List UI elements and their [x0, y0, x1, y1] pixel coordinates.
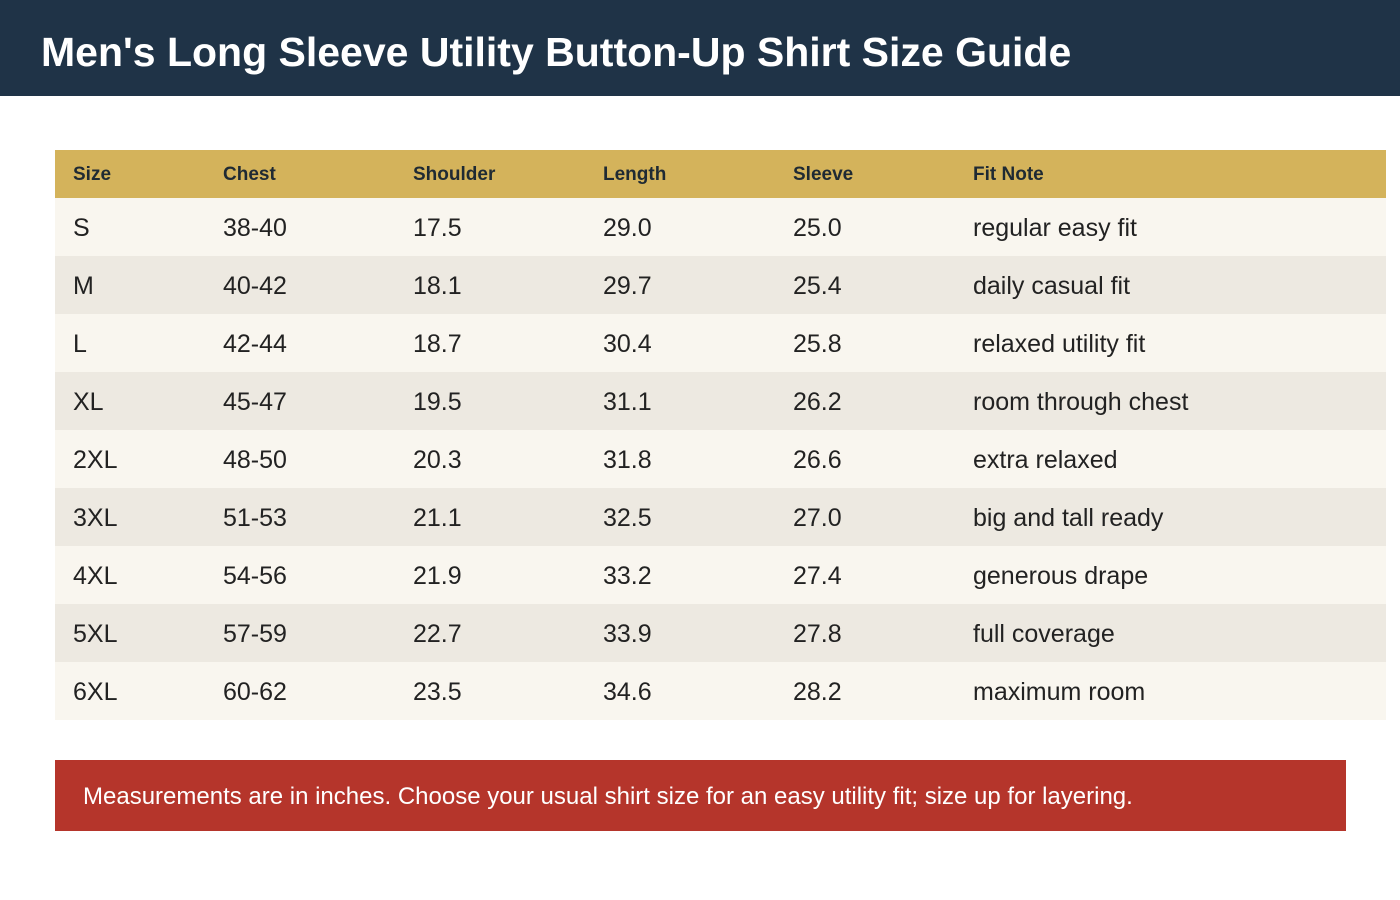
table-row: L 42-44 18.7 30.4 25.8 relaxed utility fit — [55, 314, 1386, 372]
shoulder-cell: 22.7 — [413, 619, 462, 648]
length-cell: 32.5 — [603, 503, 652, 532]
fit-note-cell: daily casual fit — [973, 271, 1131, 300]
chest-cell: 48-50 — [223, 445, 287, 474]
page-title: Men's Long Sleeve Utility Button-Up Shir… — [41, 29, 1072, 75]
sleeve-cell: 26.2 — [793, 387, 842, 416]
table-row: 4XL 54-56 21.9 33.2 27.4 generous drape — [55, 546, 1386, 604]
shoulder-cell: 17.5 — [413, 213, 462, 242]
table-body: S 38-40 17.5 29.0 25.0 regular easy fit M 40-42… — [55, 198, 1386, 720]
shoulder-cell: 21.1 — [413, 503, 462, 532]
size-cell: 2XL — [73, 445, 118, 474]
page-header: Men's Long Sleeve Utility Button-Up Shir… — [0, 0, 1400, 96]
shoulder-cell: 23.5 — [413, 677, 462, 706]
table-row: 6XL 60-62 23.5 34.6 28.2 maximum room — [55, 662, 1386, 720]
size-cell: XL — [73, 387, 104, 416]
sleeve-cell: 25.8 — [793, 329, 842, 358]
fit-note-cell: maximum room — [973, 677, 1146, 706]
size-table: Size Chest Shoulder Length Sleeve Fit No… — [55, 150, 1386, 720]
fit-note-cell: full coverage — [973, 619, 1115, 648]
column-header-sleeve: Sleeve — [793, 164, 854, 185]
chest-cell: 42-44 — [223, 329, 287, 358]
chest-cell: 54-56 — [223, 561, 287, 590]
length-cell: 29.7 — [603, 271, 652, 300]
sleeve-cell: 25.0 — [793, 213, 842, 242]
table-row: 3XL 51-53 21.1 32.5 27.0 big and tall ready — [55, 488, 1386, 546]
column-header-length: Length — [603, 164, 667, 185]
shoulder-cell: 21.9 — [413, 561, 462, 590]
measurement-note-text: Measurements are in inches. Choose your … — [83, 783, 1133, 810]
fit-note-cell: regular easy fit — [973, 213, 1137, 242]
length-cell: 31.8 — [603, 445, 652, 474]
sleeve-cell: 26.6 — [793, 445, 842, 474]
fit-note-cell: big and tall ready — [973, 503, 1164, 532]
column-header-shoulder: Shoulder — [413, 164, 496, 185]
size-table-container: Size Chest Shoulder Length Sleeve Fit No… — [55, 150, 1386, 720]
sleeve-cell: 27.4 — [793, 561, 842, 590]
size-cell: 3XL — [73, 503, 118, 532]
shoulder-cell: 18.1 — [413, 271, 462, 300]
table-header-row: Size Chest Shoulder Length Sleeve Fit No… — [55, 150, 1386, 198]
column-header-chest: Chest — [223, 164, 276, 185]
chest-cell: 38-40 — [223, 213, 287, 242]
column-header-size: Size — [73, 164, 112, 185]
table-row: 5XL 57-59 22.7 33.9 27.8 full coverage — [55, 604, 1386, 662]
column-header-fit-note: Fit Note — [973, 164, 1044, 185]
size-cell: 6XL — [73, 677, 118, 706]
shoulder-cell: 19.5 — [413, 387, 462, 416]
length-cell: 29.0 — [603, 213, 652, 242]
length-cell: 31.1 — [603, 387, 652, 416]
chest-cell: 40-42 — [223, 271, 287, 300]
length-cell: 33.9 — [603, 619, 652, 648]
sleeve-cell: 25.4 — [793, 271, 842, 300]
table-row: 2XL 48-50 20.3 31.8 26.6 extra relaxed — [55, 430, 1386, 488]
length-cell: 30.4 — [603, 329, 652, 358]
table-row: S 38-40 17.5 29.0 25.0 regular easy fit — [55, 198, 1386, 256]
sleeve-cell: 27.8 — [793, 619, 842, 648]
sleeve-cell: 27.0 — [793, 503, 842, 532]
fit-note-cell: relaxed utility fit — [973, 329, 1146, 358]
shoulder-cell: 18.7 — [413, 329, 462, 358]
chest-cell: 51-53 — [223, 503, 287, 532]
sleeve-cell: 28.2 — [793, 677, 842, 706]
chest-cell: 45-47 — [223, 387, 287, 416]
chest-cell: 57-59 — [223, 619, 287, 648]
fit-note-cell: generous drape — [973, 561, 1149, 590]
table-row: XL 45-47 19.5 31.1 26.2 room through chest — [55, 372, 1386, 430]
chest-cell: 60-62 — [223, 677, 287, 706]
length-cell: 34.6 — [603, 677, 652, 706]
length-cell: 33.2 — [603, 561, 652, 590]
size-cell: 5XL — [73, 619, 118, 648]
table-row: M 40-42 18.1 29.7 25.4 daily casual fit — [55, 256, 1386, 314]
fit-note-cell: extra relaxed — [973, 445, 1118, 474]
size-cell: L — [73, 329, 87, 358]
size-cell: 4XL — [73, 561, 118, 590]
fit-note-cell: room through chest — [973, 387, 1189, 416]
size-cell: M — [73, 271, 94, 300]
shoulder-cell: 20.3 — [413, 445, 462, 474]
size-cell: S — [73, 213, 90, 242]
measurement-note-banner: Measurements are in inches. Choose your … — [55, 760, 1346, 831]
